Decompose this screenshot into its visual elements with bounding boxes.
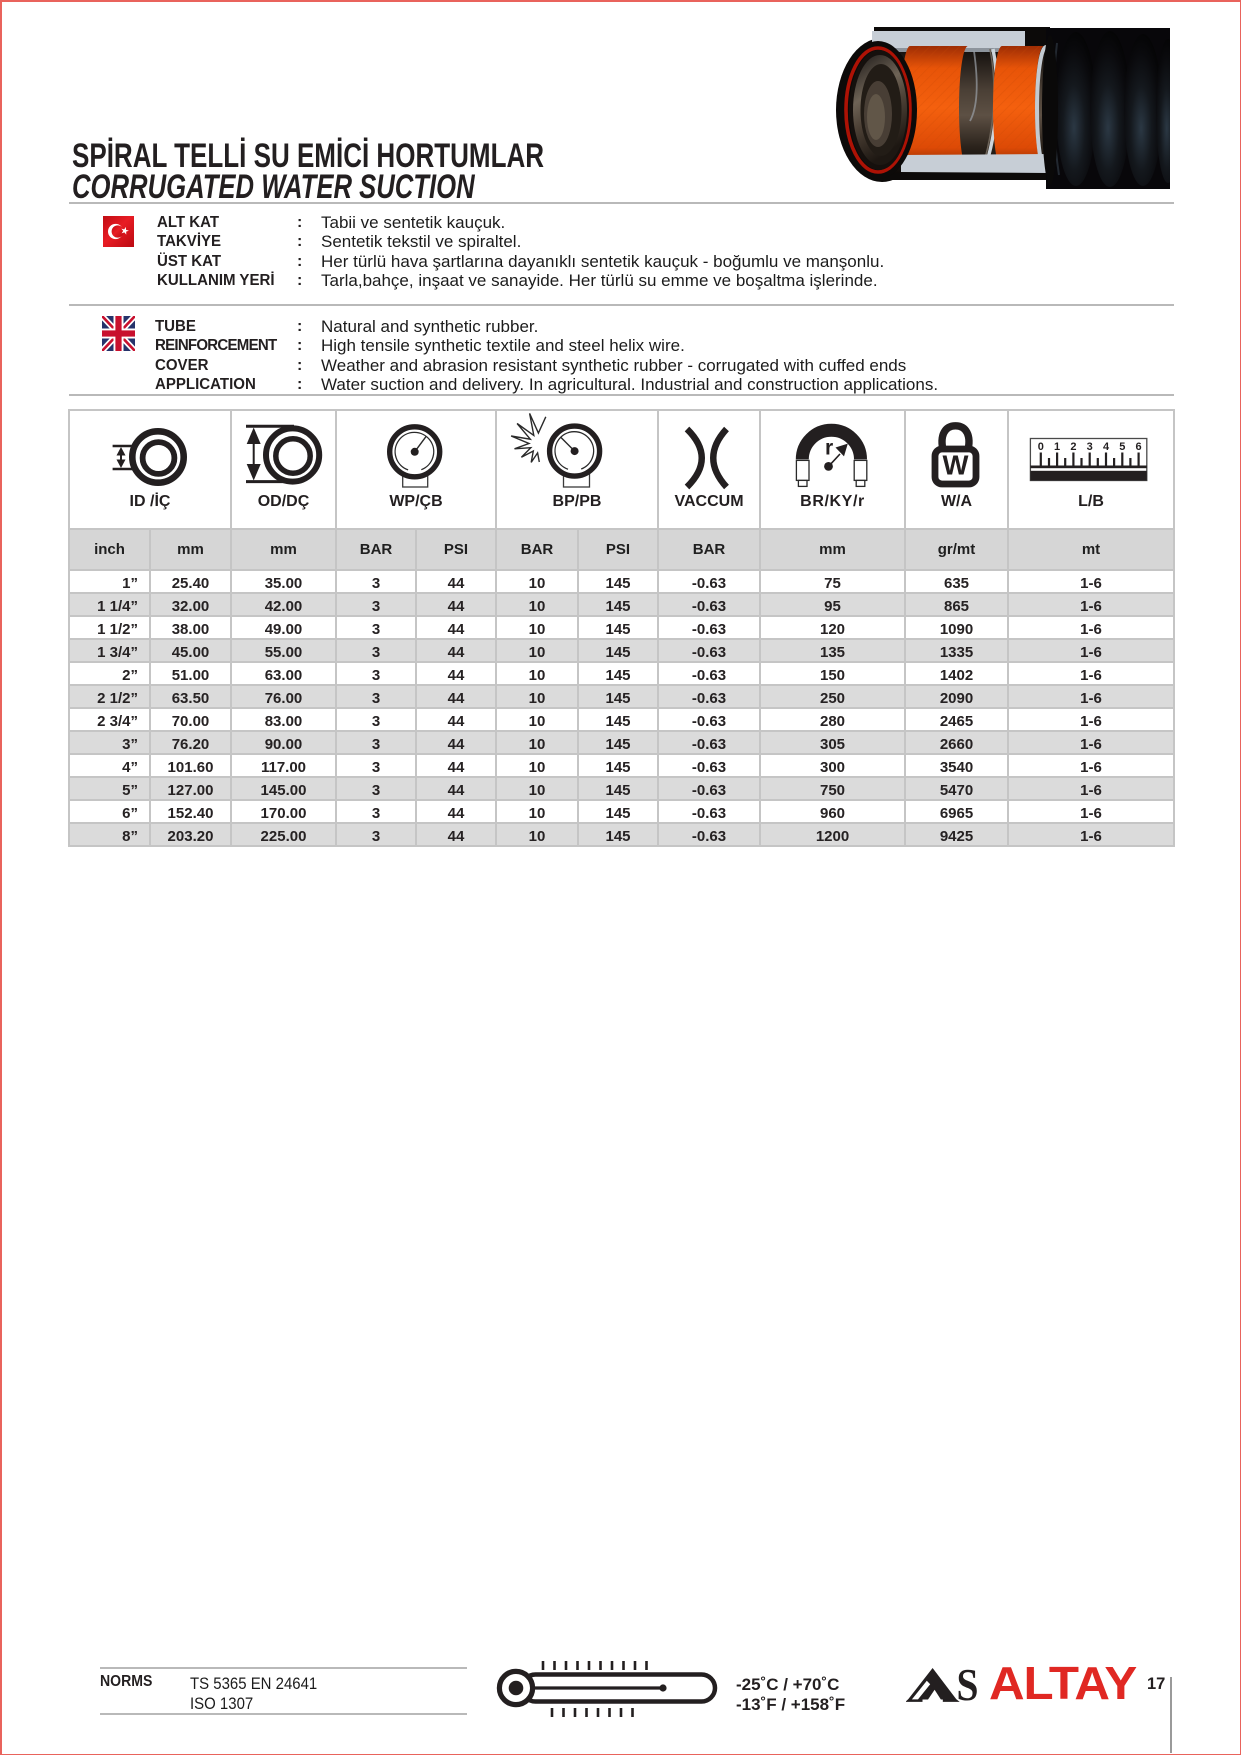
svg-text:2: 2	[1070, 441, 1076, 453]
svg-text:6: 6	[1136, 441, 1142, 453]
svg-text:r: r	[825, 437, 833, 460]
svg-text:3: 3	[1087, 441, 1093, 453]
svg-text:1: 1	[1054, 441, 1060, 453]
svg-text:S: S	[957, 1666, 979, 1703]
svg-text:W: W	[943, 449, 969, 480]
svg-text:4: 4	[1103, 441, 1110, 453]
svg-text:5: 5	[1119, 441, 1125, 453]
svg-text:0: 0	[1038, 441, 1044, 453]
